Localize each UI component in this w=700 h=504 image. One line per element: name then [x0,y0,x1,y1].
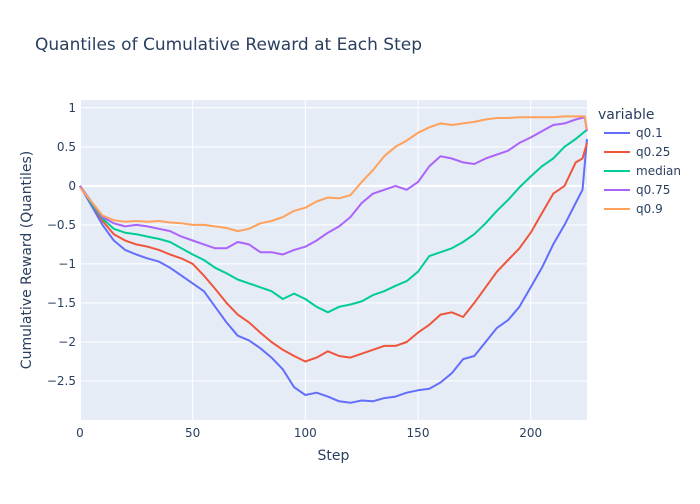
legend-items: q0.1 q0.25 median q0.75 q0.9 [604,126,681,216]
y-tick-label: −1.5 [47,296,76,310]
x-tick-label: 150 [407,426,430,440]
legend-label: q0.25 [636,145,670,159]
legend-label: median [636,164,681,178]
y-tick-label: −0.5 [47,218,76,232]
y-tick-label: 0 [68,179,76,193]
x-tick-label: 0 [76,426,84,440]
x-tick-label: 200 [519,426,542,440]
y-tick-label: −2.5 [47,374,76,388]
legend: variable q0.1 q0.25 median q0.75 q0.9 [598,107,681,216]
series-line-q0-25 [79,142,588,363]
legend-label: q0.9 [636,202,663,216]
legend-label: q0.75 [636,183,670,197]
y-tick-label: 1 [68,101,76,115]
legend-label: q0.1 [636,126,663,140]
x-axis-title: Step [318,448,350,464]
x-tick-label: 50 [185,426,200,440]
series-line-q0-75 [79,116,588,256]
series-layer [79,115,588,404]
y-tick-label: −2 [58,335,76,349]
series-line-q0-1 [79,138,588,404]
y-axis-title: Cumulative Reward (Quantiles) [19,151,35,369]
legend-title: variable [598,107,654,123]
chart-title: Quantiles of Cumulative Reward at Each S… [35,35,422,55]
y-tick-label: 0.5 [57,140,76,154]
tick-layer: 0 50 100 150 200 −2.5 −2 −1.5 −1 −0.5 0 0.5 1 [47,101,542,440]
series-line-q0-9 [79,115,588,233]
y-tick-label: −1 [58,257,76,271]
x-tick-label: 100 [294,426,317,440]
series-line-median [79,128,588,314]
